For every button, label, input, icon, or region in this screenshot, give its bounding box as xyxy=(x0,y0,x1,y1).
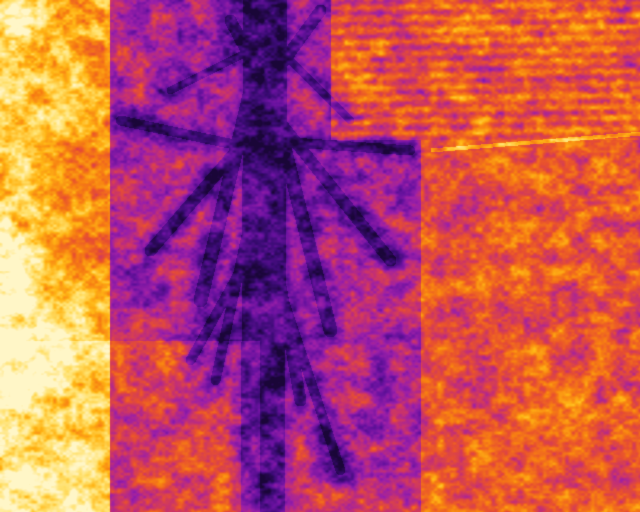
thermal-image xyxy=(0,0,640,512)
thermal-heatmap xyxy=(0,0,640,512)
